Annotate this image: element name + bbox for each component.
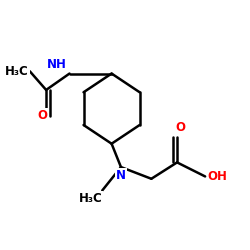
Text: H₃C: H₃C: [5, 65, 28, 78]
Text: N: N: [116, 170, 126, 182]
Text: O: O: [176, 121, 186, 134]
Text: NH: NH: [47, 58, 67, 71]
Text: OH: OH: [208, 170, 227, 183]
Text: O: O: [38, 109, 48, 122]
Text: H₃C: H₃C: [78, 192, 102, 205]
